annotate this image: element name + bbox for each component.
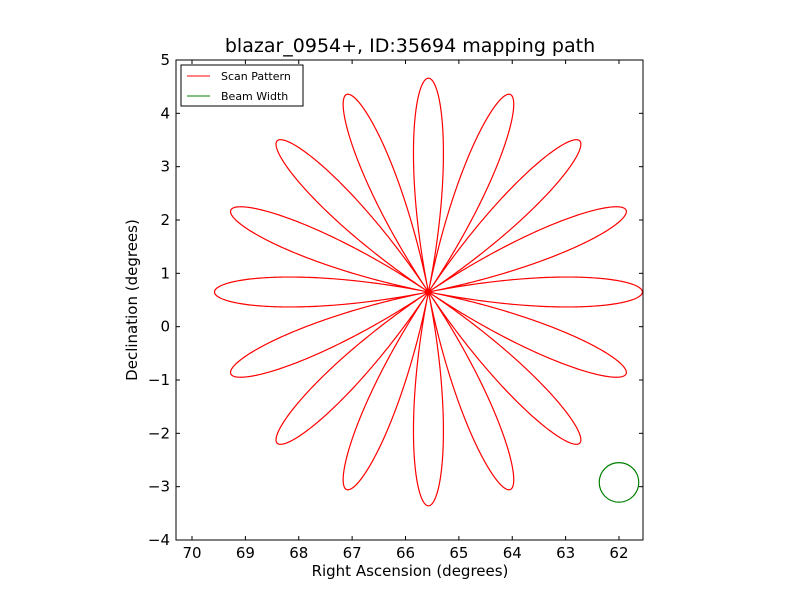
y-tick-label: 2 <box>160 211 170 229</box>
y-tick-label: −4 <box>148 531 170 549</box>
x-tick-label: 69 <box>236 544 255 562</box>
x-tick-label: 65 <box>449 544 468 562</box>
x-tick-label: 62 <box>609 544 628 562</box>
legend-label-scan-pattern: Scan Pattern <box>221 70 291 83</box>
y-tick-label: −1 <box>148 371 170 389</box>
x-axis-label: Right Ascension (degrees) <box>312 562 509 580</box>
x-tick-label: 63 <box>556 544 575 562</box>
x-tick-label: 70 <box>182 544 201 562</box>
legend-frame <box>180 64 304 107</box>
y-tick-label: 0 <box>160 318 170 336</box>
y-tick-label: 1 <box>160 264 170 282</box>
scan-pattern-line <box>213 77 643 507</box>
legend: Scan Pattern Beam Width <box>180 64 304 107</box>
x-tick-label: 68 <box>289 544 308 562</box>
chart-title: blazar_0954+, ID:35694 mapping path <box>225 35 595 57</box>
x-tick-label: 67 <box>343 544 362 562</box>
x-tick-label: 66 <box>396 544 415 562</box>
beam-width-circle <box>598 462 640 503</box>
y-tick-label: 5 <box>160 51 170 69</box>
y-axis-label: Declination (degrees) <box>123 219 141 381</box>
legend-label-beam-width: Beam Width <box>221 90 288 103</box>
y-tick-label: 4 <box>160 104 170 122</box>
plot-frame <box>175 59 644 541</box>
y-tick-label: −2 <box>148 424 170 442</box>
tick-layer <box>176 59 643 541</box>
y-tick-label: −3 <box>148 478 170 496</box>
data-layer <box>213 77 643 507</box>
y-tick-label: 3 <box>160 158 170 176</box>
plot-area <box>175 59 644 541</box>
x-tick-label: 64 <box>503 544 522 562</box>
